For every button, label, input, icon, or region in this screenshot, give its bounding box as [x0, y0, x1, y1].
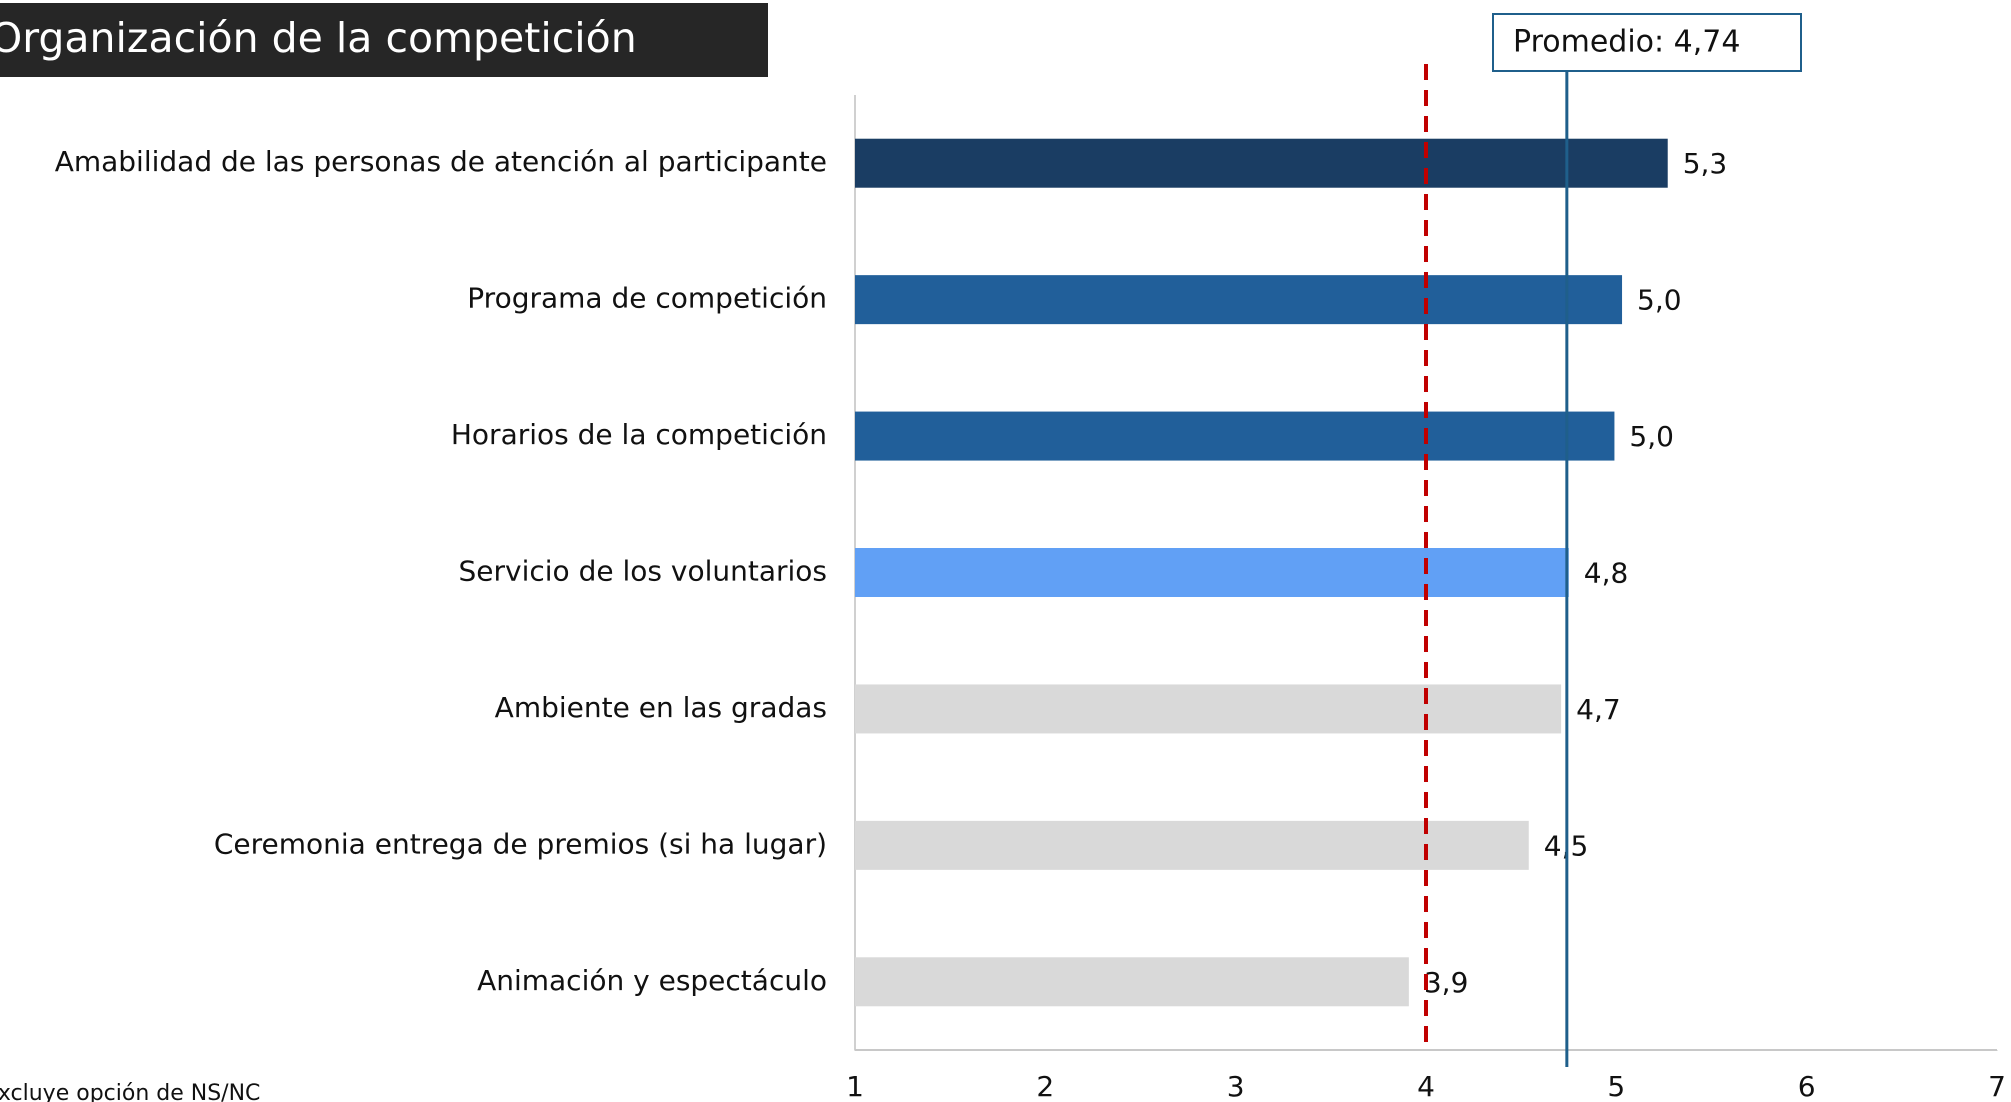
category-label: Ceremonia entrega de premios (si ha luga…	[214, 827, 827, 860]
value-label: 4,7	[1576, 693, 1621, 726]
bar	[855, 820, 1529, 870]
bar	[855, 411, 1615, 461]
x-tick-label: 2	[1036, 1070, 1054, 1102]
value-label: 5,3	[1683, 147, 1728, 180]
bar	[855, 548, 1569, 597]
average-label: Promedio: 4,74	[1513, 25, 1740, 60]
bar	[855, 684, 1562, 734]
category-label: Horarios de la competición	[451, 418, 827, 451]
bar	[855, 957, 1409, 1007]
bar	[855, 275, 1623, 325]
value-label: 4,8	[1584, 557, 1629, 590]
average-box	[1492, 13, 1802, 72]
chart-title: Organización de la competición	[0, 14, 637, 62]
value-label: 5,0	[1637, 284, 1682, 317]
x-tick-label: 7	[1988, 1070, 2006, 1102]
x-tick-label: 1	[846, 1070, 864, 1102]
x-tick-label: 3	[1227, 1070, 1245, 1102]
category-label: Animación y espectáculo	[477, 964, 827, 997]
value-label: 5,0	[1629, 420, 1674, 453]
bar	[855, 138, 1668, 188]
category-label: Programa de competición	[467, 282, 827, 315]
category-label: Amabilidad de las personas de atención a…	[55, 145, 827, 178]
value-label: 3,9	[1424, 966, 1469, 999]
category-label: Servicio de los voluntarios	[459, 555, 827, 588]
x-tick-label: 6	[1798, 1070, 1816, 1102]
x-tick-label: 4	[1417, 1070, 1435, 1102]
category-label: Ambiente en las gradas	[495, 691, 827, 724]
note: Excluye opción de NS/NC	[0, 1081, 260, 1102]
x-tick-label: 5	[1607, 1070, 1625, 1102]
title-box	[0, 3, 768, 77]
